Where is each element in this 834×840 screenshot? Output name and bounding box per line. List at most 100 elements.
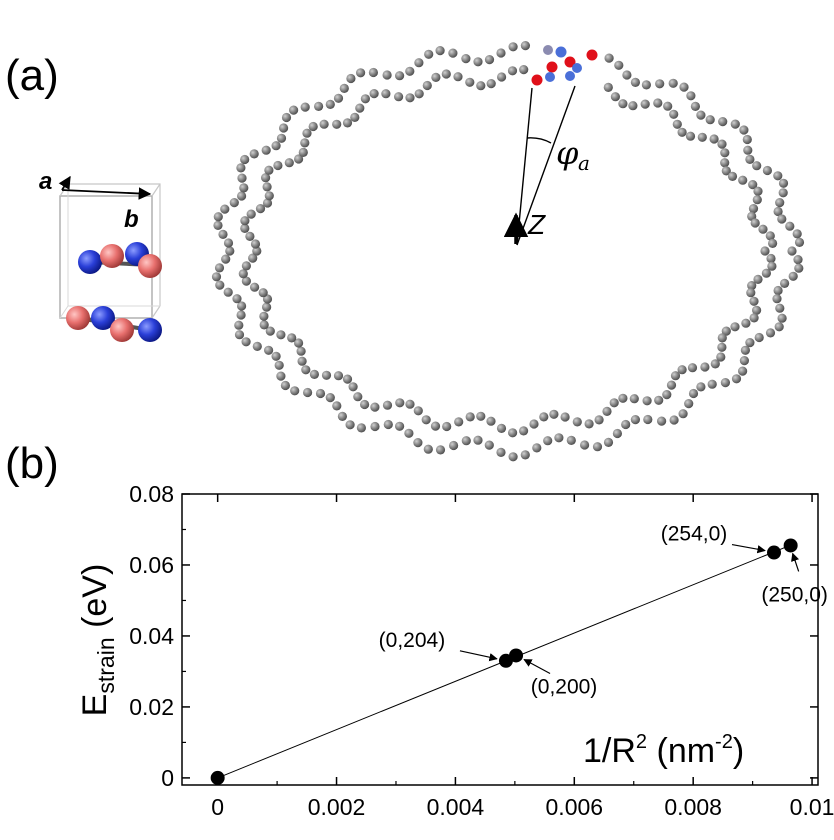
- tube-atom: [258, 288, 268, 298]
- tube-atom: [603, 437, 614, 447]
- tube-atom: [213, 220, 223, 230]
- tube-atom: [461, 436, 471, 446]
- tube-atom: [642, 396, 652, 406]
- tube-atom: [287, 333, 297, 343]
- tube-atom: [255, 204, 266, 214]
- tube-atom: [496, 48, 506, 58]
- tube-atom: [422, 80, 432, 91]
- tube-atom: [424, 49, 434, 59]
- tube-atom: [618, 99, 628, 109]
- tube-atom: [332, 119, 342, 129]
- tube-atom: [241, 261, 251, 271]
- tube-atom: [264, 191, 274, 201]
- tube-atom: [753, 274, 763, 284]
- tube-atom: [666, 380, 677, 390]
- tube-atom: [241, 337, 251, 347]
- tube-atom: [350, 112, 360, 122]
- tube-atom: [765, 231, 775, 241]
- tube-atom: [748, 180, 758, 190]
- tube-atom: [529, 419, 539, 429]
- tube-atom: [297, 356, 307, 366]
- tube-atom: [395, 71, 405, 81]
- tube-atom: [602, 406, 612, 416]
- tube-atom: [414, 58, 424, 68]
- tube-atom: [740, 345, 751, 355]
- tube-atom: [697, 132, 707, 142]
- x-axis-title-unit: (nm: [647, 732, 715, 770]
- tube-atom: [716, 352, 726, 362]
- tube-atom: [296, 346, 306, 356]
- tube-atom: [274, 360, 284, 370]
- tube-atom: [519, 65, 529, 75]
- tube-atom: [730, 322, 740, 332]
- tube-atom: [232, 294, 242, 304]
- tube-atom: [741, 318, 751, 328]
- tube-atom: [264, 165, 274, 175]
- tube-atom: [321, 370, 332, 380]
- tube-atom: [383, 419, 393, 430]
- tube-atom: [720, 378, 731, 388]
- tube-atom: [414, 89, 424, 99]
- tube-atom: [245, 231, 255, 241]
- tube-atom: [448, 48, 458, 58]
- tube-atom: [687, 363, 698, 373]
- tube-atom: [214, 263, 225, 273]
- tube-atom: [337, 411, 347, 421]
- tube-atom: [454, 417, 464, 427]
- tube-atom: [476, 81, 486, 91]
- tube-atom: [742, 134, 752, 145]
- tube-atom: [766, 253, 776, 264]
- tube-atom: [309, 369, 319, 379]
- data-point: [509, 648, 524, 663]
- tube-atom: [739, 356, 750, 366]
- tube-atom: [749, 313, 759, 323]
- y-tick-label: 0.06: [129, 552, 174, 578]
- tube-atom: [785, 221, 795, 231]
- tube-atom: [792, 229, 802, 239]
- tube-atom: [731, 374, 742, 384]
- tube-atom: [360, 94, 370, 104]
- tube-atom: [382, 70, 392, 80]
- tube-atom: [441, 69, 451, 79]
- tube-atom: [507, 66, 518, 76]
- y-tick-label: 0.04: [129, 623, 174, 649]
- tube-atom: [592, 442, 603, 452]
- tube-atom: [223, 287, 233, 297]
- tube-atom: [476, 411, 486, 421]
- tube-atom: [404, 428, 414, 438]
- y-ticks: 0 0.02 0.04 0.06 0.08: [129, 481, 818, 791]
- tube-atom: [718, 117, 728, 127]
- panel-b-label: (b): [5, 439, 59, 488]
- tube-atom: [298, 147, 308, 157]
- tube-atom: [717, 139, 727, 149]
- tube-atom: [777, 313, 787, 323]
- tube-atom: [473, 57, 483, 67]
- tube-atom: [308, 121, 318, 132]
- tube-atom: [315, 388, 326, 399]
- tube-atom: [473, 435, 483, 445]
- x-axis-title-unit-sup: -2: [715, 731, 733, 753]
- tube-atom: [678, 409, 688, 419]
- tube-atom: [752, 195, 762, 205]
- tube-atom: [686, 91, 696, 101]
- tube-atom: [220, 204, 230, 214]
- tube-atom: [655, 79, 665, 89]
- tube-atom: [442, 421, 452, 432]
- y-axis-title-main: E: [76, 694, 114, 717]
- tube-atom: [603, 82, 613, 92]
- tube-atom: [721, 166, 731, 176]
- tube-atom: [342, 374, 353, 384]
- tube-atom: [484, 55, 495, 65]
- axis-a-label: a: [39, 168, 52, 195]
- tube-atom: [668, 78, 678, 88]
- tube-atom: [705, 115, 715, 125]
- tube-atom: [672, 119, 682, 129]
- tube-atom: [609, 398, 619, 408]
- tube-atom: [221, 254, 231, 264]
- tube-atom: [745, 338, 755, 348]
- tube-atom: [449, 440, 459, 451]
- tube-atom: [584, 419, 594, 429]
- tube-atom: [395, 398, 405, 408]
- tube-atom: [554, 433, 564, 443]
- tube-atom: [775, 303, 785, 313]
